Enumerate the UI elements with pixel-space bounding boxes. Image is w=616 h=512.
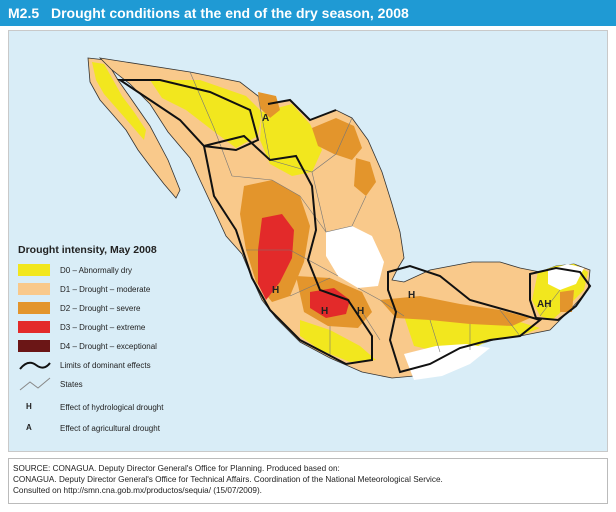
sonora-d2 xyxy=(258,92,280,118)
state-boundaries xyxy=(189,71,561,358)
yuc-d2 xyxy=(560,290,574,312)
legend-label-hydro: Effect of hydrological drought xyxy=(60,403,164,412)
source-line-2: CONAGUA. Deputy Director General's Offic… xyxy=(13,475,443,484)
map-label-h4: H xyxy=(408,290,415,301)
map-label-a: A xyxy=(262,113,269,124)
map-label-h1: H xyxy=(272,285,279,296)
swatch-d4 xyxy=(18,340,50,352)
legend-item-hydro: H Effect of hydrological drought xyxy=(18,399,208,418)
map-label-h2: H xyxy=(321,306,328,317)
central-d3 xyxy=(310,288,350,318)
map-number: M2.5 xyxy=(8,5,40,21)
hydro-symbol: H xyxy=(26,402,32,411)
legend-label-d0: D0 – Abnormally dry xyxy=(60,266,133,275)
source-note: SOURCE: CONAGUA. Deputy Director General… xyxy=(8,458,608,504)
legend-item-d3: D3 – Drought – extreme xyxy=(18,319,208,338)
limit-line-icon xyxy=(19,361,51,370)
chihuahua-d0 xyxy=(260,104,322,176)
map-label-ah: AH xyxy=(537,299,551,310)
south-d2 xyxy=(380,296,530,326)
swatch-d1 xyxy=(18,283,50,295)
map-title: Drought conditions at the end of the dry… xyxy=(51,5,409,21)
agri-symbol: A xyxy=(26,423,32,432)
swatch-d3 xyxy=(18,321,50,333)
legend-item-d2: D2 – Drought – severe xyxy=(18,300,208,319)
west-d3 xyxy=(258,214,294,300)
map-label-h3: H xyxy=(357,306,364,317)
legend-item-limits: Limits of dominant effects xyxy=(18,357,208,376)
ne2-d2 xyxy=(354,158,376,196)
swatch-d2 xyxy=(18,302,50,314)
legend-label-d3: D3 – Drought – extreme xyxy=(60,323,146,332)
legend-item-agri: A Effect of agricultural drought xyxy=(18,420,208,439)
legend-label-agri: Effect of agricultural drought xyxy=(60,424,160,433)
legend-item-d0: D0 – Abnormally dry xyxy=(18,262,208,281)
legend: Drought intensity, May 2008 D0 – Abnorma… xyxy=(18,244,208,439)
state-line-icon xyxy=(19,377,51,391)
baja-d0 xyxy=(92,62,146,140)
legend-title: Drought intensity, May 2008 xyxy=(18,244,157,256)
legend-item-states: States xyxy=(18,376,208,395)
dominant-effect-limits xyxy=(116,79,592,374)
legend-label-d2: D2 – Drought – severe xyxy=(60,304,141,313)
source-line-3: Consulted on http://smn.cna.gob.mx/produ… xyxy=(13,486,262,495)
no-drought-ne xyxy=(326,226,384,288)
legend-label-states: States xyxy=(60,380,83,389)
legend-label-limits: Limits of dominant effects xyxy=(60,361,151,370)
coast-d0 xyxy=(300,320,376,362)
legend-item-d4: D4 – Drought – exceptional xyxy=(18,338,208,357)
source-line-1: SOURCE: CONAGUA. Deputy Director General… xyxy=(13,464,340,473)
ne-d2 xyxy=(312,118,362,160)
title-bar: M2.5 Drought conditions at the end of th… xyxy=(0,0,616,26)
no-drought-chiapas xyxy=(404,344,490,380)
legend-label-d1: D1 – Drought – moderate xyxy=(60,285,151,294)
swatch-d0 xyxy=(18,264,50,276)
legend-item-d1: D1 – Drought – moderate xyxy=(18,281,208,300)
legend-label-d4: D4 – Drought – exceptional xyxy=(60,342,157,351)
north-d0 xyxy=(150,80,262,148)
